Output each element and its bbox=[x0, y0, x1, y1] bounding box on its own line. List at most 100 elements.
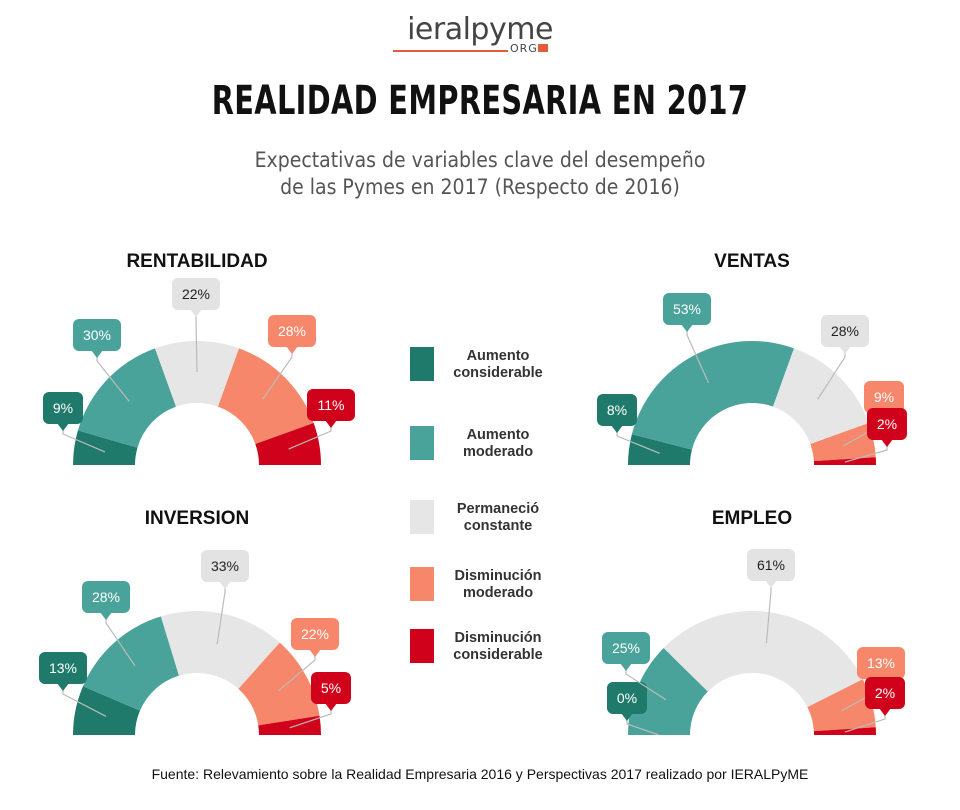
callout-pointer bbox=[765, 580, 777, 588]
callout-box bbox=[865, 677, 905, 709]
callout-pointer bbox=[611, 425, 623, 433]
callout-box bbox=[311, 672, 351, 704]
logo-text: ieralpyme bbox=[407, 12, 553, 47]
data-label: 8% bbox=[607, 402, 627, 418]
legend-item-aumento-moderado: Aumento moderado bbox=[410, 426, 560, 462]
page-subtitle: Expectativas de variables clave del dese… bbox=[48, 147, 912, 201]
donut-segment bbox=[813, 727, 876, 735]
callout-pointer bbox=[100, 612, 112, 620]
data-label: 9% bbox=[53, 400, 73, 416]
callout-pointer bbox=[879, 708, 891, 716]
callout-box bbox=[864, 381, 904, 413]
donut-segment bbox=[631, 341, 795, 450]
donut-segment bbox=[807, 679, 876, 732]
legend-label: Aumento moderado bbox=[462, 427, 534, 460]
donut-segment bbox=[258, 715, 321, 735]
data-label: 2% bbox=[877, 416, 897, 432]
donut-segment bbox=[218, 348, 314, 444]
legend-swatch bbox=[410, 347, 434, 381]
donut-segment bbox=[773, 348, 869, 444]
data-label: 30% bbox=[83, 327, 111, 343]
logo: ieralpyme bbox=[0, 14, 960, 46]
callout-pointer bbox=[57, 423, 69, 431]
data-label: 11% bbox=[318, 397, 345, 413]
data-label: 53% bbox=[673, 301, 701, 317]
donut-segment bbox=[83, 616, 179, 711]
callout-box bbox=[291, 618, 339, 650]
data-label: 61% bbox=[757, 557, 785, 573]
legend-item-aumento-considerable: Aumento considerable bbox=[410, 347, 560, 383]
callout-pointer bbox=[681, 324, 693, 332]
chart-rentabilidad: 9% 30% 22% 28% 11% bbox=[43, 278, 355, 465]
data-label: 25% bbox=[612, 640, 640, 656]
data-label: 5% bbox=[321, 680, 341, 696]
legend-label: Aumento considerable bbox=[453, 348, 543, 381]
callout-box bbox=[43, 392, 83, 424]
legend-swatch bbox=[410, 567, 434, 601]
legend-item-disminucion-moderado: Disminución moderado bbox=[410, 567, 560, 603]
logo-underline bbox=[393, 50, 508, 52]
callout-box bbox=[73, 319, 121, 351]
legend-swatch bbox=[410, 629, 434, 663]
callout-pointer bbox=[325, 703, 337, 711]
chart-inversion: 13% 28% 33% 22% 5% bbox=[39, 550, 351, 735]
callout-pointer bbox=[190, 309, 202, 317]
legend-label: Disminución considerable bbox=[453, 630, 543, 663]
page-title: REALIDAD EMPRESARIA EN 2017 bbox=[211, 78, 749, 124]
donut-segment bbox=[154, 341, 240, 407]
callout-box bbox=[602, 632, 650, 664]
chart-empleo: 0% 25% 61% 13% 2% bbox=[602, 549, 905, 736]
data-label: 28% bbox=[92, 589, 120, 605]
callout-pointer bbox=[91, 350, 103, 358]
chart-ventas: 8% 53% 28% 9% 2% bbox=[597, 293, 907, 465]
data-label: 33% bbox=[211, 558, 239, 574]
callout-box bbox=[663, 293, 711, 325]
callout-pointer bbox=[286, 346, 298, 354]
callout-pointer bbox=[309, 649, 321, 657]
callout-box bbox=[597, 394, 637, 426]
callout-box bbox=[857, 647, 905, 679]
callout-box bbox=[201, 550, 249, 582]
logo-org-text: ORG bbox=[510, 42, 538, 55]
callout-box bbox=[821, 315, 869, 347]
callout-box bbox=[172, 278, 220, 310]
subtitle-line-1: Expectativas de variables clave del dese… bbox=[254, 148, 706, 172]
subtitle-line-2: de las Pymes en 2017 (Respecto de 2016) bbox=[280, 175, 680, 199]
callout-pointer bbox=[839, 346, 851, 354]
donut-segment bbox=[628, 648, 708, 735]
donut-segment bbox=[663, 610, 863, 708]
donut-segment bbox=[238, 642, 320, 726]
chart-title-rentabilidad: RENTABILIDAD bbox=[126, 251, 268, 272]
source-footer: Fuente: Relevamiento sobre la Realidad E… bbox=[151, 766, 809, 782]
data-label: 13% bbox=[49, 660, 77, 676]
data-label: 28% bbox=[278, 323, 306, 339]
legend-item-disminucion-considerable: Disminución considerable bbox=[410, 629, 560, 665]
donut-segment bbox=[813, 457, 876, 465]
donut-segment bbox=[810, 422, 876, 462]
data-label: 22% bbox=[182, 286, 210, 302]
callout-pointer bbox=[621, 713, 633, 721]
chart-title-ventas: VENTAS bbox=[714, 251, 790, 272]
callout-pointer bbox=[57, 683, 69, 691]
donut-segment bbox=[73, 430, 138, 465]
callout-pointer bbox=[219, 581, 231, 589]
donut-segment bbox=[628, 434, 692, 465]
donut-segment bbox=[73, 686, 141, 735]
legend-swatch bbox=[410, 500, 434, 534]
callout-box bbox=[268, 315, 316, 347]
legend-label: Permaneció constante bbox=[456, 501, 540, 534]
callout-box bbox=[307, 389, 355, 421]
callout-box bbox=[82, 581, 130, 613]
data-label: 13% bbox=[867, 655, 895, 671]
data-label: 22% bbox=[301, 626, 329, 642]
legend-item-permanecio-constante: Permaneció constante bbox=[410, 500, 560, 536]
callout-pointer bbox=[325, 420, 337, 428]
donut-segment bbox=[160, 611, 280, 689]
data-label: 9% bbox=[874, 389, 894, 405]
callout-box bbox=[747, 549, 795, 581]
callout-box bbox=[39, 652, 87, 684]
data-label: 28% bbox=[831, 323, 859, 339]
data-label: 2% bbox=[875, 685, 895, 701]
chart-title-inversion: INVERSION bbox=[144, 508, 250, 529]
